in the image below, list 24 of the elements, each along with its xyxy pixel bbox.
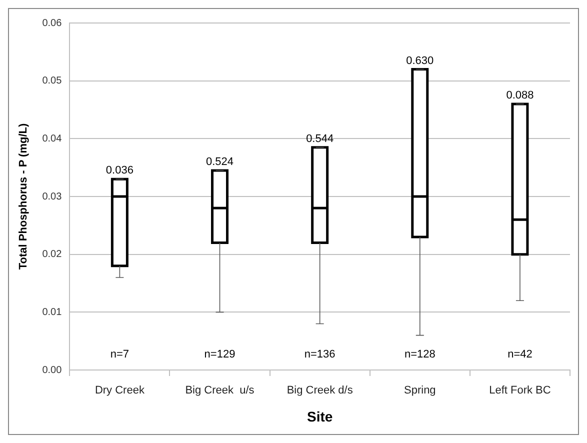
- y-tick-label: 0.06: [42, 18, 62, 29]
- annotation: n=129: [204, 348, 236, 361]
- y-tick-label: 0.03: [42, 191, 62, 202]
- annotation: n=42: [508, 348, 532, 361]
- x-axis-title: Site: [306, 408, 333, 424]
- annotation: 0.630: [406, 54, 434, 67]
- annotation: 0.088: [506, 90, 534, 102]
- x-tick-label: Big Creek d/s: [286, 384, 354, 397]
- y-tick-label: 0.05: [42, 76, 62, 87]
- x-tick-label: Big Creek u/s: [185, 384, 255, 397]
- annotation: 0.524: [206, 156, 234, 168]
- y-tick-label: 0.04: [42, 133, 62, 144]
- y-tick-label: 0.00: [42, 364, 62, 376]
- x-tick-label: Dry Creek: [94, 384, 145, 397]
- annotation: n=128: [404, 348, 436, 361]
- x-tick-label: Spring: [404, 384, 436, 397]
- annotation: 0.544: [306, 132, 334, 145]
- x-tick-label: Left Fork BC: [489, 384, 551, 397]
- annotation: n=136: [304, 348, 336, 361]
- y-tick-label: 0.02: [42, 249, 62, 260]
- y-axis-title: Total Phosphorus - P (mg/L): [18, 123, 30, 270]
- annotation: n=7: [110, 348, 130, 361]
- y-tick-label: 0.01: [42, 306, 62, 318]
- annotation: 0.036: [106, 164, 134, 177]
